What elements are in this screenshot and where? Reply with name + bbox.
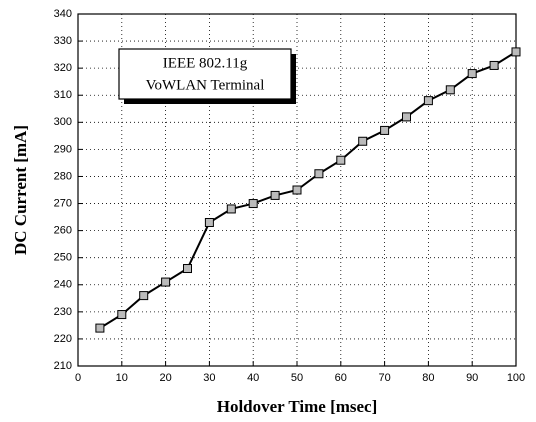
annotation-line: IEEE 802.11g xyxy=(163,55,248,71)
x-tick-label: 70 xyxy=(378,372,390,384)
annotation-line: VoWLAN Terminal xyxy=(146,77,265,93)
x-tick-label: 90 xyxy=(466,372,478,384)
data-point xyxy=(336,155,346,165)
x-tick-label: 20 xyxy=(159,372,171,384)
x-tick-label: 40 xyxy=(247,372,259,384)
data-point xyxy=(183,264,192,274)
y-tick-label: 250 xyxy=(54,252,72,264)
y-tick-label: 290 xyxy=(54,143,72,155)
data-point xyxy=(226,204,236,214)
data-point xyxy=(314,169,324,179)
y-tick-label: 270 xyxy=(54,197,72,209)
plot-frame xyxy=(77,13,517,367)
y-tick-label: 300 xyxy=(54,116,72,128)
data-point xyxy=(117,310,127,320)
x-tick-label: 50 xyxy=(291,372,303,384)
y-tick-label: 210 xyxy=(54,360,72,372)
x-tick-label: 60 xyxy=(335,372,347,384)
data-point xyxy=(292,185,302,195)
y-axis-label: DC Current [mA] xyxy=(11,125,30,255)
y-tick-label: 230 xyxy=(54,306,72,318)
data-point xyxy=(467,69,477,79)
y-tick-label: 280 xyxy=(54,170,72,182)
x-tick-label: 30 xyxy=(203,372,215,384)
data-point xyxy=(95,323,105,333)
data-point xyxy=(511,47,521,57)
data-point xyxy=(270,190,280,200)
y-tick-label: 320 xyxy=(54,62,72,74)
y-tick-label: 330 xyxy=(54,35,72,47)
data-point xyxy=(161,277,171,287)
x-tick-label: 100 xyxy=(507,372,525,384)
data-point xyxy=(380,125,390,135)
x-tick-label: 0 xyxy=(75,372,81,384)
y-tick-label: 220 xyxy=(54,333,72,345)
x-tick-label: 10 xyxy=(116,372,128,384)
y-tick-label: 260 xyxy=(54,225,72,237)
data-point xyxy=(445,85,455,95)
annotation-box xyxy=(118,48,292,100)
x-tick-label: 80 xyxy=(422,372,434,384)
y-tick-label: 310 xyxy=(54,89,72,101)
data-point xyxy=(139,291,149,301)
data-point xyxy=(358,136,368,146)
data-point xyxy=(204,217,214,227)
data-point xyxy=(489,60,499,70)
data-point xyxy=(248,199,258,209)
x-axis-label: Holdover Time [msec] xyxy=(217,397,378,416)
y-tick-label: 340 xyxy=(54,8,72,20)
data-point xyxy=(402,112,411,122)
data-point xyxy=(423,96,433,106)
y-tick-label: 240 xyxy=(54,279,72,291)
